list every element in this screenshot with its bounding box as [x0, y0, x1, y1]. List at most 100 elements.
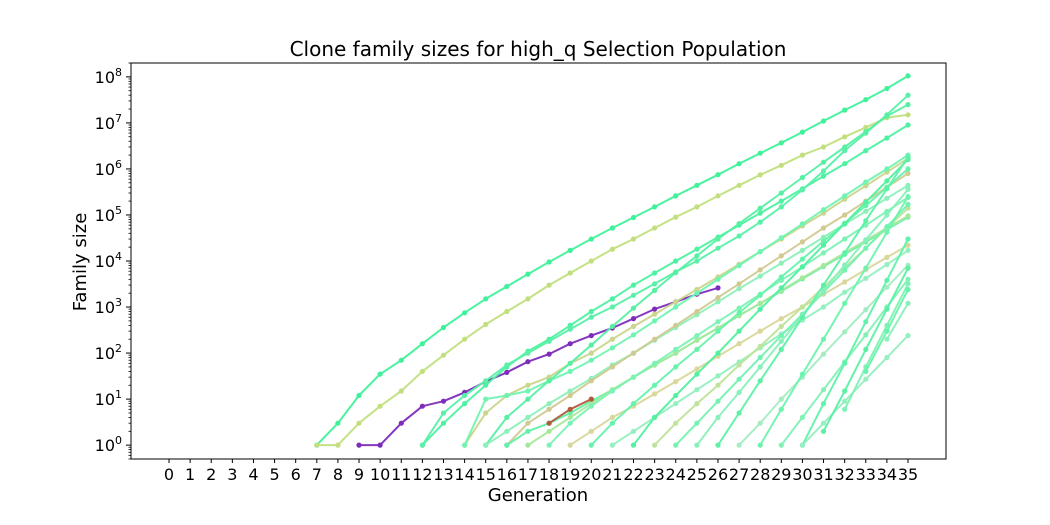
series-16-point — [820, 304, 827, 310]
x-tick-label: 1 — [185, 465, 195, 484]
series-18-point — [778, 323, 784, 329]
series-15-point — [630, 401, 637, 407]
series-1-point — [736, 182, 742, 188]
series-17-point — [673, 392, 679, 399]
series-6-point — [778, 235, 784, 241]
series-21-point — [778, 346, 784, 352]
series-22-point — [842, 329, 848, 335]
series-20-point — [778, 338, 784, 344]
x-tick-label: 13 — [433, 465, 453, 484]
x-tick-label: 3 — [227, 465, 237, 484]
chart-title: Clone family sizes for high_q Selection … — [290, 37, 787, 61]
series-9-point — [905, 170, 911, 176]
series-2-point — [440, 398, 447, 404]
series-11-point — [799, 275, 806, 281]
series-8-point — [863, 208, 869, 214]
series-6-point — [673, 304, 679, 310]
series-13-point — [609, 388, 616, 394]
series-15-point — [588, 442, 594, 448]
series-19-point — [905, 201, 911, 207]
series-2-point — [504, 369, 510, 375]
series-6-point — [504, 392, 510, 399]
series-8-point — [483, 442, 489, 448]
series-4-point — [588, 314, 594, 320]
series-6-point — [757, 249, 763, 255]
series-6-point — [652, 318, 658, 324]
x-tick-label: 19 — [560, 465, 580, 484]
series-8-point — [757, 273, 763, 279]
series-7-point — [588, 342, 594, 348]
series-25-line — [801, 238, 909, 446]
series-16-point — [842, 289, 848, 295]
series-1-point — [673, 214, 679, 220]
series-0-point — [356, 392, 362, 399]
x-tick-label: 7 — [312, 465, 322, 484]
series-17-point — [820, 242, 827, 248]
series-9-point — [567, 392, 573, 399]
series-5 — [462, 155, 911, 448]
series-4-point — [440, 410, 447, 416]
series-25-point — [884, 277, 890, 283]
series-20-point — [842, 262, 848, 268]
y-tick-label: 108 — [95, 66, 122, 87]
series-11-point — [546, 428, 552, 434]
series-6-point — [462, 442, 468, 448]
x-tick-label: 16 — [497, 465, 517, 484]
series-9-point — [736, 281, 742, 287]
series-19-point — [778, 333, 784, 339]
series-20-point — [736, 389, 742, 395]
series-4-point — [504, 362, 510, 368]
series-3-line — [421, 124, 909, 446]
series-8-point — [736, 286, 742, 292]
series-21-point — [863, 218, 869, 224]
series-13 — [546, 194, 911, 448]
series-19-point — [736, 376, 742, 382]
series-7-point — [799, 174, 806, 181]
series-26-point — [842, 398, 848, 404]
series-3-point — [567, 322, 573, 328]
series-1-point — [652, 225, 658, 231]
series-0-point — [567, 247, 573, 253]
series-14-point — [588, 428, 594, 434]
series-5-point — [863, 183, 869, 189]
series-4-point — [905, 92, 911, 98]
series-13-point — [546, 442, 552, 448]
series-0-point — [588, 236, 594, 242]
series-11-point — [567, 414, 573, 420]
series-5-point — [588, 350, 594, 356]
series-21-line — [717, 156, 909, 446]
series-0-point — [673, 193, 679, 199]
series-0-point — [462, 310, 468, 316]
x-tick-label: 31 — [813, 465, 833, 484]
series-1-point — [842, 134, 848, 140]
series-24-point — [863, 332, 869, 338]
series-5-point — [630, 323, 637, 329]
series-5-point — [673, 299, 679, 305]
x-tick-label: 15 — [476, 465, 496, 484]
series-18-point — [799, 304, 806, 310]
series-15-point — [736, 310, 742, 316]
series-0-point — [736, 161, 742, 167]
x-tick-label: 0 — [164, 465, 174, 484]
series-24-point — [778, 442, 784, 448]
series-9-point — [673, 322, 679, 328]
series-19-line — [674, 203, 909, 446]
series-7-point — [736, 221, 742, 227]
series-23-point — [778, 406, 784, 412]
x-tick-label: 25 — [687, 465, 707, 484]
series-18-point — [673, 420, 679, 426]
series-0-point — [398, 357, 404, 363]
series-0-point — [652, 204, 658, 210]
series-9-point — [525, 420, 531, 426]
series-17-point — [630, 442, 637, 448]
series-2-point — [546, 351, 552, 357]
x-tick-label: 14 — [454, 465, 474, 484]
series-19-point — [715, 398, 721, 404]
series-2-point — [652, 306, 658, 312]
series-6-point — [863, 179, 869, 185]
series-7-point — [609, 323, 616, 329]
series-24-point — [905, 276, 911, 282]
series-4-point — [525, 350, 531, 356]
series-2-point — [356, 442, 362, 448]
series-2-point — [377, 442, 383, 448]
